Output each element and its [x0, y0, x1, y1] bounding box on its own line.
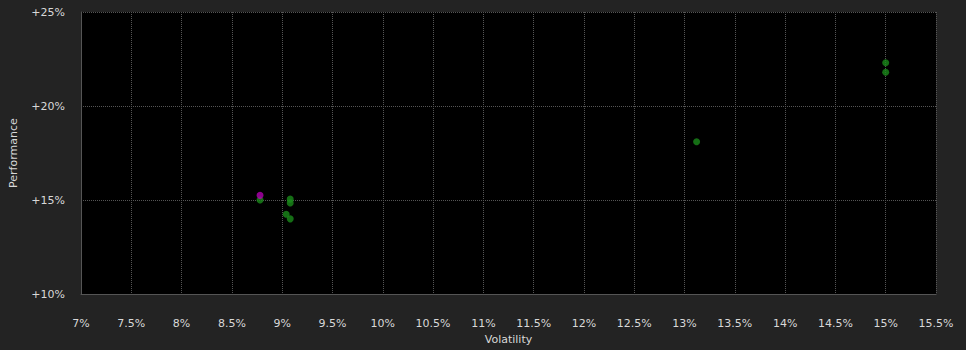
svg-text:15.5%: 15.5%: [919, 317, 954, 330]
svg-text:10%: 10%: [371, 317, 395, 330]
svg-text:14%: 14%: [773, 317, 797, 330]
svg-text:12%: 12%: [572, 317, 596, 330]
svg-text:8%: 8%: [173, 317, 190, 330]
svg-text:14.5%: 14.5%: [818, 317, 853, 330]
svg-text:7.5%: 7.5%: [117, 317, 145, 330]
svg-text:10.5%: 10.5%: [416, 317, 451, 330]
svg-text:9.5%: 9.5%: [318, 317, 346, 330]
svg-text:7%: 7%: [72, 317, 89, 330]
svg-text:+25%: +25%: [31, 6, 65, 19]
svg-text:Performance: Performance: [7, 118, 20, 188]
svg-text:Volatility: Volatility: [485, 333, 533, 346]
svg-text:13%: 13%: [672, 317, 696, 330]
svg-text:9%: 9%: [273, 317, 290, 330]
svg-text:11%: 11%: [471, 317, 495, 330]
svg-text:+20%: +20%: [31, 100, 65, 113]
svg-text:12.5%: 12.5%: [617, 317, 652, 330]
svg-text:15%: 15%: [873, 317, 897, 330]
svg-text:8.5%: 8.5%: [218, 317, 246, 330]
svg-text:+10%: +10%: [31, 288, 65, 301]
svg-text:+15%: +15%: [31, 194, 65, 207]
svg-text:11.5%: 11.5%: [516, 317, 551, 330]
svg-text:13.5%: 13.5%: [717, 317, 752, 330]
